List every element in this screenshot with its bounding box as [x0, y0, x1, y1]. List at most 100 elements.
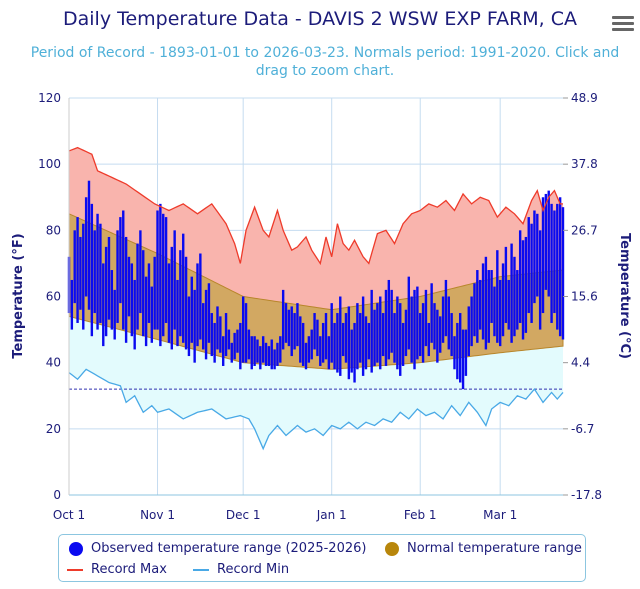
observed-bar[interactable]: [319, 336, 322, 366]
observed-bar[interactable]: [553, 210, 556, 314]
observed-bar[interactable]: [133, 279, 136, 350]
observed-bar[interactable]: [399, 303, 402, 376]
observed-bar[interactable]: [193, 289, 196, 363]
observed-bar[interactable]: [521, 240, 525, 340]
observed-bar[interactable]: [79, 236, 82, 310]
observed-bar[interactable]: [359, 313, 362, 363]
observed-bar[interactable]: [82, 223, 85, 330]
observed-bar[interactable]: [527, 217, 530, 314]
observed-bar[interactable]: [490, 270, 493, 323]
observed-bar[interactable]: [393, 313, 396, 363]
observed-bar[interactable]: [401, 322, 405, 366]
observed-bar[interactable]: [344, 313, 348, 363]
observed-bar[interactable]: [276, 342, 279, 366]
observed-bar[interactable]: [99, 223, 102, 323]
observed-bar[interactable]: [304, 342, 308, 370]
observed-bar[interactable]: [373, 309, 376, 366]
observed-bar[interactable]: [296, 303, 299, 347]
observed-bar[interactable]: [153, 256, 156, 330]
observed-bar[interactable]: [267, 346, 271, 366]
legend-item-record-max[interactable]: Record Max: [67, 562, 167, 577]
observed-bar[interactable]: [136, 243, 139, 330]
observed-bar[interactable]: [390, 289, 393, 353]
observed-bar[interactable]: [381, 313, 385, 357]
observed-bar[interactable]: [336, 313, 339, 373]
observed-bar[interactable]: [450, 313, 453, 357]
observed-bar[interactable]: [287, 309, 291, 347]
observed-bar[interactable]: [364, 316, 368, 370]
observed-bar[interactable]: [356, 303, 359, 370]
observed-bar[interactable]: [333, 322, 336, 370]
observed-bar[interactable]: [544, 193, 548, 290]
observed-bar[interactable]: [290, 306, 293, 357]
observed-bar[interactable]: [241, 296, 245, 363]
legend-item-normal[interactable]: Normal temperature range: [385, 541, 582, 556]
observed-bar[interactable]: [430, 283, 433, 343]
observed-bar[interactable]: [416, 286, 419, 360]
observed-bar[interactable]: [493, 286, 496, 337]
observed-bar[interactable]: [142, 250, 145, 337]
observed-bar[interactable]: [204, 289, 208, 360]
observed-bar[interactable]: [293, 313, 296, 350]
observed-bar[interactable]: [167, 263, 171, 343]
observed-bar[interactable]: [93, 230, 96, 314]
observed-bar[interactable]: [261, 336, 265, 363]
observed-bar[interactable]: [264, 342, 268, 366]
observed-bar[interactable]: [341, 322, 345, 357]
observed-bar[interactable]: [313, 313, 316, 350]
observed-bar[interactable]: [124, 236, 128, 343]
observed-bar[interactable]: [299, 316, 302, 363]
observed-bar[interactable]: [410, 296, 413, 363]
observed-bar[interactable]: [316, 319, 319, 357]
observed-bar[interactable]: [444, 279, 448, 337]
observed-bar[interactable]: [504, 246, 508, 323]
observed-bar[interactable]: [361, 296, 365, 376]
observed-bar[interactable]: [173, 230, 176, 330]
observed-bar[interactable]: [187, 296, 191, 357]
observed-bar[interactable]: [307, 336, 311, 363]
observed-bar[interactable]: [478, 279, 482, 330]
observed-bar[interactable]: [547, 190, 550, 297]
observed-bar[interactable]: [216, 306, 219, 350]
observed-bar[interactable]: [196, 263, 199, 347]
observed-bar[interactable]: [259, 346, 262, 370]
observed-bar[interactable]: [339, 296, 342, 376]
observed-bar[interactable]: [413, 289, 416, 370]
observed-bar[interactable]: [162, 213, 165, 337]
observed-bar[interactable]: [421, 303, 425, 363]
observed-bar[interactable]: [233, 332, 236, 360]
observed-bar[interactable]: [550, 203, 553, 323]
observed-bar[interactable]: [110, 270, 114, 330]
observed-bar[interactable]: [176, 279, 179, 347]
observed-bar[interactable]: [122, 210, 125, 330]
observed-bar[interactable]: [104, 246, 108, 337]
observed-bar[interactable]: [250, 336, 253, 370]
observed-bar[interactable]: [236, 329, 239, 353]
observed-bar[interactable]: [481, 263, 485, 340]
observed-bar[interactable]: [90, 203, 94, 337]
observed-bar[interactable]: [459, 313, 462, 383]
observed-bar[interactable]: [270, 339, 273, 370]
observed-bar[interactable]: [221, 336, 225, 366]
observed-bar[interactable]: [279, 336, 282, 363]
observed-bar[interactable]: [76, 217, 79, 323]
observed-bar[interactable]: [327, 336, 331, 370]
observed-bar[interactable]: [536, 213, 539, 297]
observed-bar[interactable]: [224, 313, 228, 357]
observed-bar[interactable]: [433, 303, 436, 350]
observed-bar[interactable]: [144, 276, 148, 347]
observed-bar[interactable]: [367, 322, 371, 360]
observed-bar[interactable]: [170, 246, 173, 350]
observed-bar[interactable]: [556, 203, 559, 330]
observed-bar[interactable]: [453, 336, 456, 370]
observed-bar[interactable]: [273, 349, 276, 370]
observed-bar[interactable]: [139, 230, 142, 314]
observed-bar[interactable]: [182, 233, 185, 343]
observed-bar[interactable]: [179, 250, 182, 337]
observed-bar[interactable]: [396, 296, 399, 370]
observed-bar[interactable]: [84, 197, 88, 297]
observed-bar[interactable]: [439, 316, 442, 353]
observed-bar[interactable]: [116, 230, 119, 323]
